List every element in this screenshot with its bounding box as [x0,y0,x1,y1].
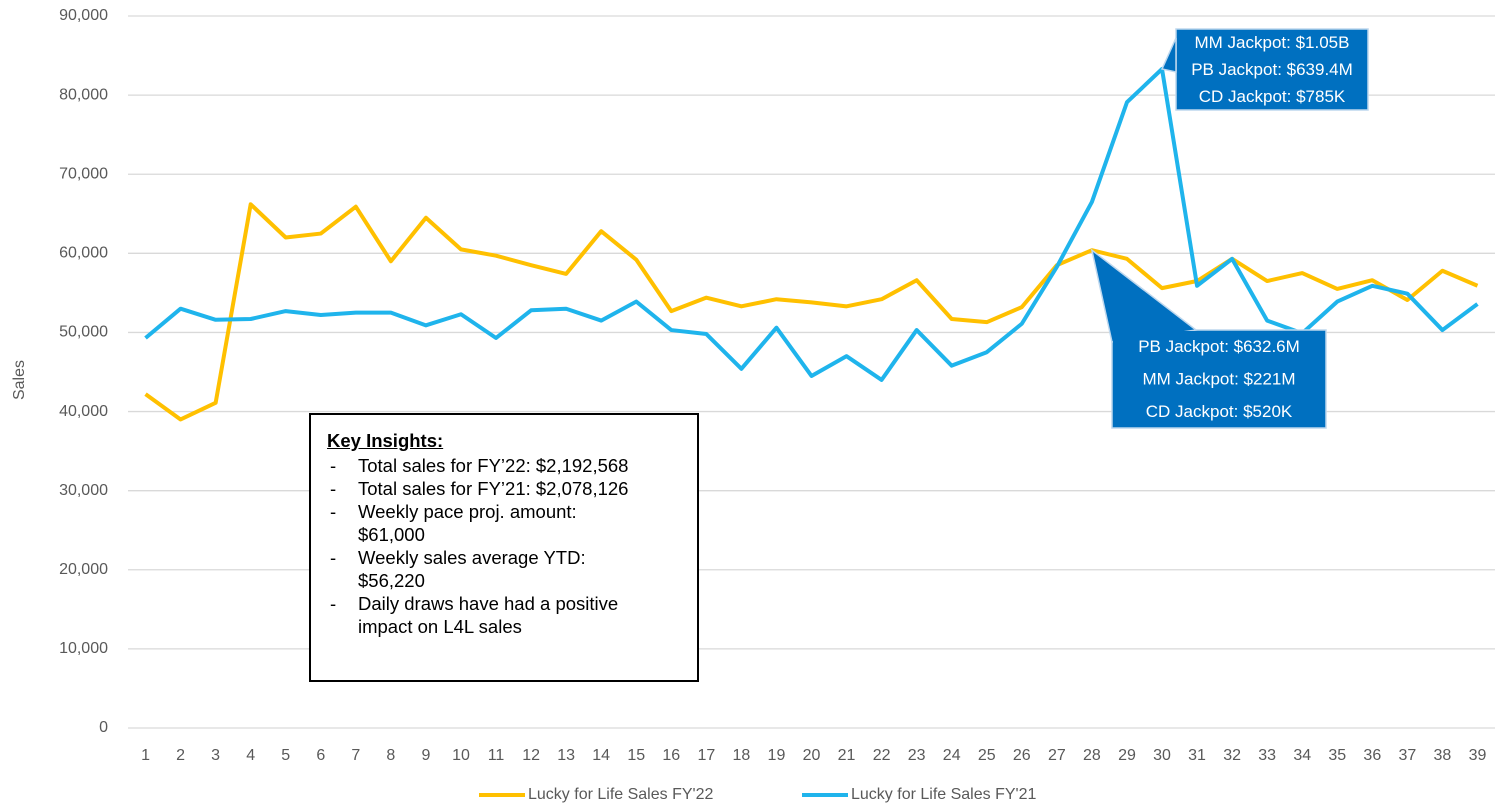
insight-line: Total sales for FY’22: $2,192,568 [358,455,629,476]
x-tick-label: 4 [246,747,255,764]
callout-text: PB Jackpot: $639.4M [1191,60,1353,79]
series-line [144,202,1479,422]
insight-line: Weekly sales average YTD: [358,547,586,568]
y-tick-label: 60,000 [59,245,108,262]
insights-title: Key Insights: [327,430,444,451]
x-tick-label: 10 [452,747,470,764]
y-tick-label: 80,000 [59,86,108,103]
callout-text: PB Jackpot: $632.6M [1138,337,1300,356]
insight-item: Weekly pace proj. amount:$61,000 [327,500,681,546]
callout-cover [1177,30,1367,109]
x-tick-label: 11 [488,747,505,764]
x-tick-label: 22 [873,747,891,764]
x-tick-label: 24 [943,747,961,764]
y-tick-label: 40,000 [59,403,108,420]
insight-item: Weekly sales average YTD:$56,220 [327,546,681,592]
y-axis-label: Sales [11,360,28,400]
x-tick-label: 16 [662,747,680,764]
insight-line: Total sales for FY’21: $2,078,126 [358,478,629,499]
x-tick-label: 13 [557,747,575,764]
y-tick-label: 50,000 [59,324,108,341]
x-tick-label: 7 [351,747,360,764]
x-tick-label: 36 [1363,747,1381,764]
x-tick-label: 37 [1398,747,1416,764]
x-tick-label: 26 [1013,747,1031,764]
x-tick-label: 39 [1469,747,1487,764]
insight-item: Total sales for FY’21: $2,078,126 [327,477,681,500]
x-tick-label: 33 [1258,747,1276,764]
x-tick-label: 32 [1223,747,1241,764]
x-tick-label: 25 [978,747,996,764]
x-tick-label: 15 [627,747,645,764]
y-tick-label: 10,000 [59,640,108,657]
x-tick-label: 31 [1188,747,1206,764]
y-tick-label: 20,000 [59,561,108,578]
callout-text: MM Jackpot: $221M [1142,369,1295,388]
x-tick-label: 30 [1153,747,1171,764]
callout-text: CD Jackpot: $785K [1199,87,1346,106]
x-tick-label: 9 [421,747,430,764]
y-tick-label: 0 [99,719,108,736]
insight-line: $61,000 [358,524,425,545]
x-tick-label: 14 [592,747,610,764]
insight-line: Daily draws have had a positive [358,593,619,614]
series-line [144,67,1479,382]
y-tick-label: 90,000 [59,7,108,24]
x-tick-label: 1 [141,747,150,764]
legend-label: Lucky for Life Sales FY'22 [528,786,713,803]
x-tick-label: 27 [1048,747,1066,764]
x-tick-label: 19 [768,747,786,764]
x-tick-label: 2 [176,747,185,764]
x-tick-label: 28 [1083,747,1101,764]
x-tick-label: 29 [1118,747,1136,764]
insight-line: impact on L4L sales [358,616,522,637]
x-tick-label: 23 [908,747,926,764]
x-tick-label: 18 [732,747,750,764]
x-tick-label: 20 [803,747,821,764]
x-tick-label: 17 [697,747,715,764]
insight-item: Total sales for FY’22: $2,192,568 [327,454,681,477]
callout-text: MM Jackpot: $1.05B [1195,33,1350,52]
insight-line: Weekly pace proj. amount: [358,501,577,522]
x-tick-label: 5 [281,747,290,764]
x-tick-label: 8 [386,747,395,764]
x-tick-label: 35 [1328,747,1346,764]
insights-box: Key Insights: Total sales for FY’22: $2,1… [309,413,699,682]
y-tick-label: 30,000 [59,482,108,499]
callout-text: CD Jackpot: $520K [1146,402,1293,421]
callout-cover [1113,331,1325,427]
callout-pointer [1160,37,1177,73]
x-tick-label: 6 [316,747,325,764]
x-tick-label: 3 [211,747,220,764]
insight-line: $56,220 [358,570,425,591]
x-tick-label: 21 [838,747,856,764]
y-tick-label: 70,000 [59,165,108,182]
x-tick-label: 38 [1434,747,1452,764]
x-tick-label: 34 [1293,747,1311,764]
callout-pointer [1090,248,1198,343]
x-tick-label: 12 [522,747,540,764]
legend-label: Lucky for Life Sales FY'21 [851,786,1036,803]
